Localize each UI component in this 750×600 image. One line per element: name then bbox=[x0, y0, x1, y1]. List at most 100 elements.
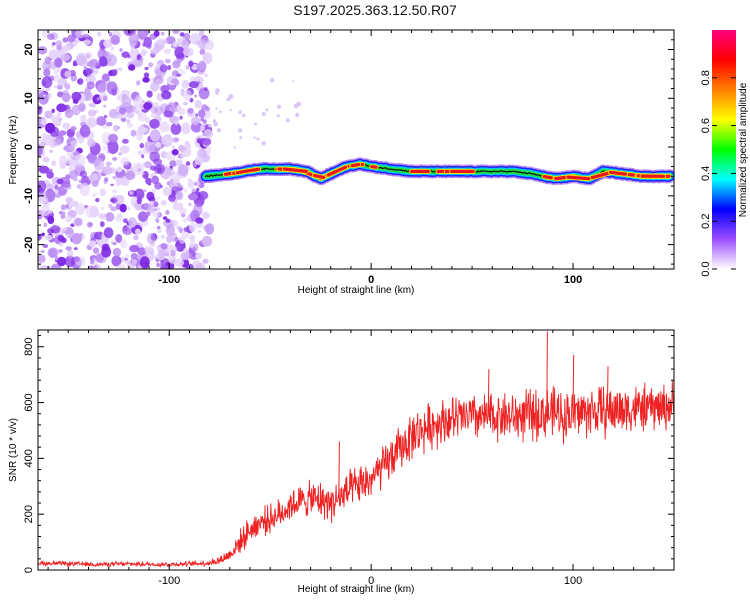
noise-blob bbox=[176, 73, 182, 77]
noise-blob bbox=[143, 72, 150, 78]
noise-blob bbox=[177, 182, 181, 186]
noise-blob bbox=[254, 122, 258, 126]
noise-blob bbox=[44, 110, 53, 119]
noise-blob bbox=[71, 232, 82, 245]
snr-spike bbox=[572, 355, 575, 414]
noise-blob bbox=[51, 108, 55, 113]
noise-blob bbox=[180, 88, 185, 93]
noise-blob bbox=[180, 252, 190, 261]
noise-blob bbox=[102, 166, 113, 175]
noise-blob bbox=[175, 190, 184, 201]
noise-blob bbox=[156, 196, 161, 200]
noise-blob bbox=[198, 109, 206, 118]
noise-blob bbox=[85, 68, 94, 75]
noise-blob bbox=[177, 164, 189, 176]
noise-blob bbox=[198, 229, 201, 233]
noise-blob bbox=[182, 218, 188, 223]
noise-blob bbox=[199, 49, 206, 55]
noise-blob bbox=[212, 119, 217, 123]
noise-blob bbox=[75, 30, 86, 39]
noise-blob bbox=[109, 69, 118, 77]
y-tick-label: 600 bbox=[23, 393, 35, 411]
noise-blob bbox=[48, 49, 59, 60]
noise-blob bbox=[158, 121, 170, 133]
noise-blob bbox=[189, 76, 197, 83]
noise-blob bbox=[65, 204, 69, 209]
noise-blob bbox=[242, 113, 246, 118]
noise-blob bbox=[102, 145, 107, 151]
noise-blob bbox=[144, 245, 152, 254]
noise-blob bbox=[150, 107, 156, 113]
y-tick-label: 0 bbox=[23, 567, 35, 573]
noise-blob bbox=[79, 182, 91, 197]
noise-blob bbox=[205, 106, 211, 112]
noise-blob bbox=[71, 104, 81, 116]
noise-blob bbox=[157, 228, 162, 234]
noise-blob bbox=[49, 226, 53, 230]
noise-blob bbox=[174, 137, 179, 142]
noise-blob bbox=[88, 240, 97, 248]
noise-blob bbox=[62, 44, 71, 53]
noise-blob bbox=[140, 50, 146, 57]
noise-blob bbox=[128, 217, 137, 228]
noise-blob bbox=[65, 246, 72, 251]
noise-blob bbox=[152, 211, 160, 218]
noise-blob bbox=[106, 121, 113, 127]
noise-blob bbox=[68, 165, 74, 172]
noise-blob bbox=[58, 155, 68, 166]
noise-blob bbox=[56, 112, 62, 117]
noise-blob bbox=[116, 166, 123, 173]
noise-blob bbox=[163, 48, 172, 55]
noise-blob bbox=[40, 264, 49, 269]
noise-blob bbox=[128, 33, 139, 45]
noise-blob bbox=[86, 117, 97, 128]
noise-blob bbox=[295, 112, 300, 118]
trace-hot bbox=[326, 165, 348, 177]
trace-hot bbox=[589, 170, 613, 180]
noise-blob bbox=[40, 250, 45, 253]
noise-blob bbox=[86, 221, 93, 228]
noise-blob bbox=[64, 108, 74, 119]
noise-blob bbox=[100, 44, 105, 49]
noise-blob bbox=[181, 231, 190, 239]
noise-blob bbox=[152, 188, 156, 194]
noise-blob bbox=[112, 247, 122, 257]
noise-blob bbox=[144, 161, 152, 169]
noise-blob bbox=[183, 101, 188, 106]
noise-blob bbox=[172, 60, 181, 69]
noise-blob bbox=[86, 81, 95, 90]
noise-blob bbox=[270, 78, 275, 83]
noise-blob bbox=[133, 234, 139, 241]
noise-blob bbox=[106, 54, 117, 67]
noise-blob bbox=[38, 165, 50, 174]
noise-blob bbox=[118, 152, 123, 156]
noise-blob bbox=[150, 112, 158, 119]
noise-blob bbox=[149, 200, 155, 205]
noise-blob bbox=[103, 227, 114, 239]
noise-blob bbox=[58, 249, 63, 253]
noise-blob bbox=[160, 243, 168, 250]
noise-blob bbox=[165, 224, 175, 236]
noise-blob bbox=[153, 30, 160, 37]
noise-blob bbox=[114, 215, 124, 222]
noise-blob bbox=[72, 150, 80, 156]
noise-blob bbox=[178, 144, 185, 152]
noise-blob bbox=[139, 256, 150, 269]
noise-blob bbox=[70, 126, 77, 132]
noise-blob bbox=[64, 70, 72, 78]
trace-hot bbox=[542, 175, 553, 180]
noise-blob bbox=[146, 90, 153, 98]
noise-blob bbox=[100, 206, 105, 210]
noise-blob bbox=[198, 87, 210, 100]
noise-blob bbox=[181, 39, 190, 50]
noise-blob bbox=[200, 191, 209, 200]
noise-blob bbox=[183, 248, 188, 252]
noise-blob bbox=[43, 94, 47, 97]
noise-blob bbox=[74, 154, 86, 168]
noise-blob bbox=[77, 78, 84, 85]
trace-hot bbox=[370, 165, 378, 169]
noise-blob bbox=[47, 183, 51, 187]
noise-blob bbox=[188, 202, 192, 207]
noise-blob bbox=[92, 192, 97, 198]
